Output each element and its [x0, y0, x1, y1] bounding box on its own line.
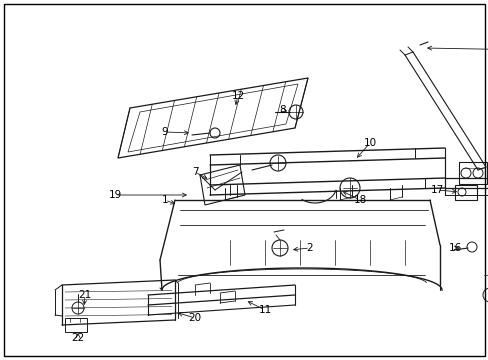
Text: 2: 2 [306, 243, 313, 253]
Text: 22: 22 [71, 333, 84, 343]
Text: 8: 8 [279, 105, 286, 115]
Text: 17: 17 [429, 185, 443, 195]
Text: 7: 7 [191, 167, 198, 177]
Text: 1: 1 [162, 195, 168, 205]
Text: 12: 12 [231, 91, 244, 101]
Text: 19: 19 [108, 190, 122, 200]
Bar [458, 162, 486, 184]
Text: 10: 10 [363, 138, 376, 148]
Text: 20: 20 [188, 313, 201, 323]
Text: 21: 21 [78, 290, 91, 300]
Text: 9: 9 [162, 127, 168, 137]
Text: 16: 16 [447, 243, 461, 253]
Bar [65, 318, 87, 332]
Text: 18: 18 [353, 195, 366, 205]
Text: 11: 11 [258, 305, 271, 315]
Bar [454, 185, 476, 200]
Text: 5: 5 [486, 150, 488, 160]
